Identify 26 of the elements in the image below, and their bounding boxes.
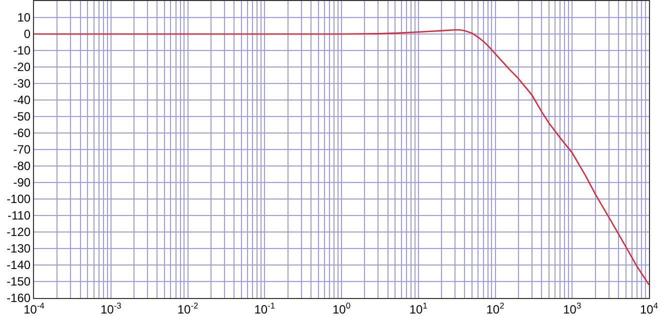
y-tick-label: -10 bbox=[13, 44, 31, 58]
x-tick-label: 10$^{0}$ bbox=[332, 300, 351, 316]
y-tick-label: -160 bbox=[6, 291, 31, 306]
x-tick-label: 10$^{-1}$ bbox=[254, 300, 276, 316]
y-tick-label: -30 bbox=[13, 76, 31, 91]
y-tick-label: 10 bbox=[17, 10, 31, 25]
y-tick-label: 0 bbox=[24, 27, 31, 42]
x-tick-label: 10$^{-2}$ bbox=[177, 300, 198, 316]
y-tick-label: -70 bbox=[13, 142, 31, 157]
y-tick-label: -120 bbox=[6, 225, 31, 240]
x-tick-label: 10$^{4}$ bbox=[640, 300, 658, 316]
y-tick-label: -50 bbox=[13, 110, 31, 124]
y-tick-label: -80 bbox=[13, 159, 31, 174]
x-tick-label: 10$^{-3}$ bbox=[100, 300, 122, 316]
y-tick-label: -60 bbox=[13, 126, 31, 140]
y-tick-label: -20 bbox=[13, 60, 31, 74]
y-tick-label: -130 bbox=[6, 242, 31, 256]
y-tick-label: -150 bbox=[6, 274, 31, 289]
y-tick-label: -40 bbox=[13, 93, 31, 108]
x-tick-label: 10$^{2}$ bbox=[486, 300, 505, 316]
x-tick-label: 10$^{3}$ bbox=[563, 300, 582, 316]
x-tick-label: 10$^{1}$ bbox=[409, 300, 428, 316]
y-tick-label: -110 bbox=[7, 208, 31, 223]
y-tick-label: -90 bbox=[13, 176, 31, 190]
y-tick-label: -100 bbox=[6, 192, 31, 206]
y-tick-label: -140 bbox=[6, 258, 31, 272]
